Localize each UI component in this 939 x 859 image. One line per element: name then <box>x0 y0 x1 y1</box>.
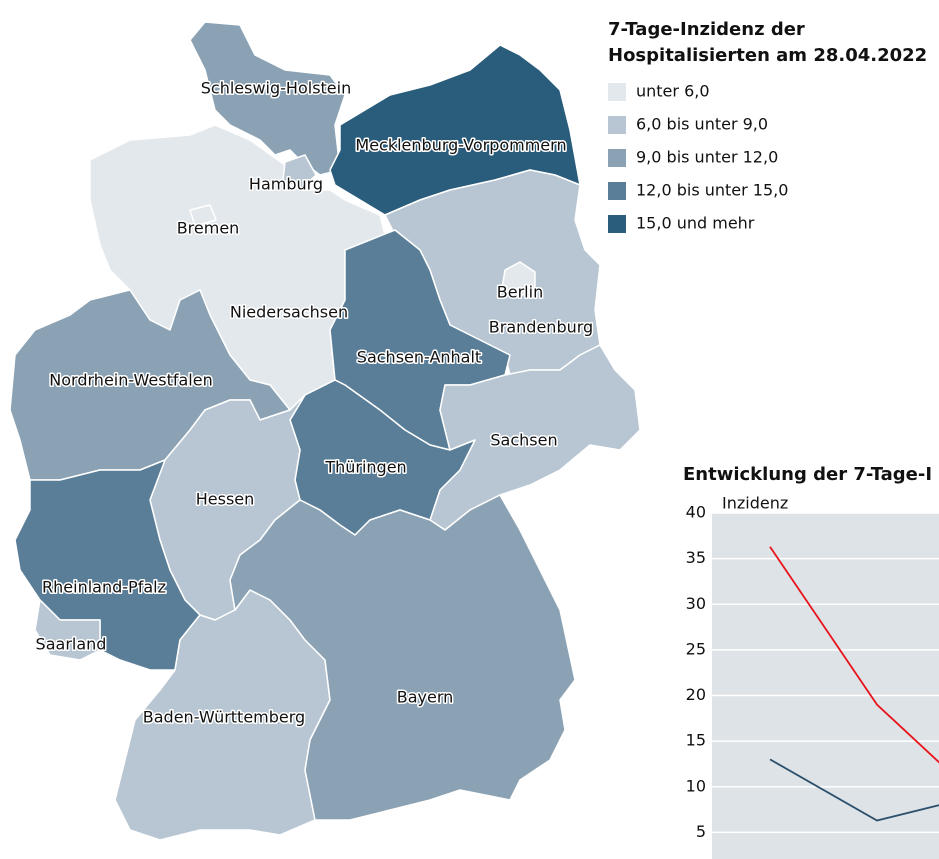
state-region <box>229 494 576 821</box>
y-tick-label: 20 <box>686 685 706 704</box>
state-region <box>34 599 101 661</box>
state-label: Saarland <box>36 635 107 654</box>
state-label: Niedersachsen <box>230 303 348 322</box>
state-label: Baden-Württemberg <box>143 708 305 727</box>
data-line <box>769 758 939 822</box>
legend-label: 9,0 bis unter 12,0 <box>636 148 778 167</box>
y-tick-label: 5 <box>696 822 706 841</box>
map-title: Hospitalisierten am 28.04.2022 <box>608 45 927 66</box>
legend-swatch <box>608 215 626 233</box>
y-tick-label: 30 <box>686 594 706 613</box>
legend-swatch <box>608 116 626 134</box>
state-label: Rheinland-Pfalz <box>42 578 166 597</box>
state-label: Thüringen <box>324 458 406 477</box>
state-region <box>501 261 536 299</box>
state-label: Brandenburg <box>489 318 593 337</box>
state-label: Schleswig-Holstein <box>201 79 351 98</box>
state-label: Bayern <box>397 688 454 707</box>
legend-swatch <box>608 83 626 101</box>
state-label: Hessen <box>196 490 255 509</box>
y-tick-label: 10 <box>686 776 706 795</box>
state-label: Berlin <box>497 283 543 302</box>
legend-label: unter 6,0 <box>636 82 710 101</box>
state-label: Nordrhein-Westfalen <box>49 371 212 390</box>
legend-label: 12,0 bis unter 15,0 <box>636 181 788 200</box>
state-label: Sachsen <box>490 431 557 450</box>
y-tick-label: 15 <box>686 731 706 750</box>
plot-background <box>712 513 939 859</box>
y-tick-label: 40 <box>686 503 706 522</box>
legend-label: 6,0 bis unter 9,0 <box>636 115 768 134</box>
y-axis-label: Inzidenz <box>722 494 788 513</box>
state-region <box>429 344 641 531</box>
legend-label: 15,0 und mehr <box>636 214 755 233</box>
legend-swatch <box>608 182 626 200</box>
state-region <box>189 204 217 227</box>
state-label: Mecklenburg-Vorpommern <box>355 136 566 155</box>
map: Schleswig-Holstein Mecklenburg-Vorpommern… <box>9 21 641 841</box>
data-line <box>769 546 939 764</box>
legend-swatch <box>608 149 626 167</box>
state-label: Bremen <box>177 219 240 238</box>
state-label: Sachsen-Anhalt <box>357 348 481 367</box>
y-tick-label: 35 <box>686 548 706 567</box>
map-title: 7-Tage-Inzidenz der <box>608 19 805 40</box>
state-region <box>282 154 317 191</box>
y-tick-label: 25 <box>686 639 706 658</box>
chart-title: Entwicklung der 7-Tage-I <box>683 464 932 485</box>
state-label: Hamburg <box>249 175 323 194</box>
